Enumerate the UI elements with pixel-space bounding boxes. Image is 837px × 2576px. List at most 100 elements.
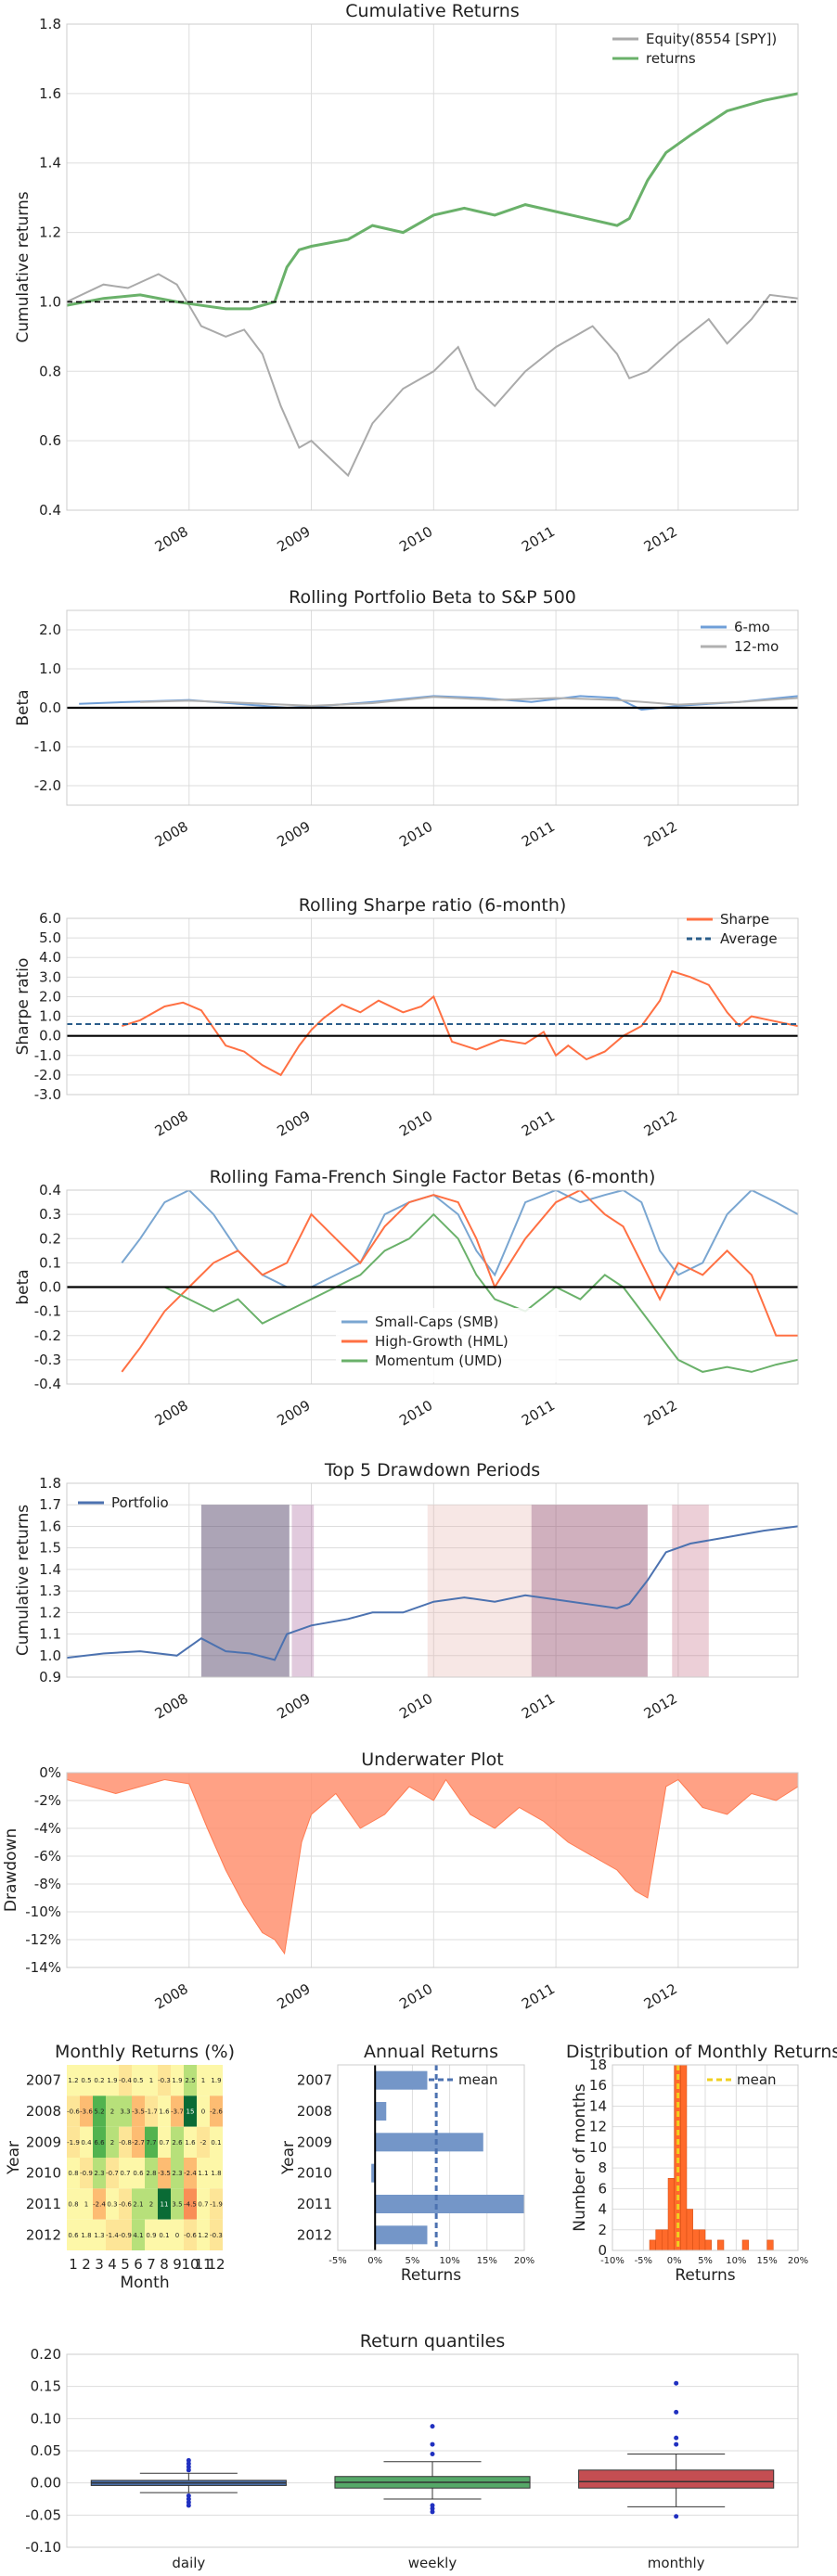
bar — [375, 2102, 387, 2121]
y-tick-label: -8% — [34, 1876, 61, 1892]
heatmap-cell-label: 0.6 — [68, 2232, 79, 2239]
heatmap-cell-label: -3.5 — [132, 2108, 145, 2116]
heatmap-cell — [145, 2219, 158, 2250]
x-tick-label: 0% — [667, 2256, 682, 2266]
x-tick-label: 2009 — [274, 1690, 313, 1723]
chart-dd: 0.9 1.0 1.1 1.2 1.3 1.4 1.5 1.6 1.7 1.8 2008 2009 20… — [14, 1460, 799, 1723]
y-tick-label: 8 — [598, 2159, 607, 2176]
plot-frame — [66, 1482, 799, 1678]
heatmap-cell-label: 1.2 — [68, 2077, 78, 2084]
histogram-bar — [649, 2239, 656, 2251]
heatmap-cell — [184, 2188, 197, 2220]
heatmap-cell — [197, 2126, 210, 2158]
x-tick-label: 9 — [173, 2256, 182, 2273]
chart-title: Rolling Sharpe ratio (6-month) — [299, 895, 567, 916]
legend-entry: Equity(8554 [SPY]) — [646, 31, 777, 47]
drawdown-period — [291, 1505, 315, 1677]
x-tick-label: 2011 — [519, 1690, 558, 1723]
x-tick-label: -5% — [635, 2256, 652, 2266]
drawdown-period — [672, 1505, 709, 1677]
x-tick-label: 2009 — [274, 1980, 313, 2013]
heatmap-cell — [106, 2188, 119, 2220]
legend: Equity(8554 [SPY]) returns — [612, 31, 777, 67]
chart-annual: -5% 0% 5% 10% 15% 20% 2007 2008 2009 2010 2011 2012… — [279, 2042, 534, 2285]
bar — [375, 2195, 524, 2213]
y-tick-label: 1.2 — [39, 224, 61, 241]
heatmap-cell-label: -1.7 — [145, 2108, 158, 2116]
y-axis-label: Number of months — [571, 2083, 589, 2232]
heatmap-cell — [145, 2095, 158, 2127]
heatmap-cell — [210, 2126, 223, 2158]
chart-beta: -2.0 -1.0 0.0 1.0 2.0 2008 2009 2010 2011 2012 Rol… — [14, 587, 799, 851]
drawdown-period — [427, 1505, 532, 1677]
legend: Sharpe Average — [687, 911, 778, 947]
drawdown-area — [66, 1772, 799, 1955]
histogram-bar — [667, 2177, 675, 2251]
heatmap-cell-label: 0.8 — [68, 2170, 78, 2177]
heatmap-cell-label: -0.9 — [80, 2170, 93, 2177]
x-tick-label: 2012 — [641, 1108, 680, 1140]
y-tick-label: 1.6 — [39, 85, 61, 102]
y-tick-label: 3.0 — [39, 968, 61, 985]
y-tick-label: -0.1 — [34, 1303, 61, 1320]
x-axis-label: Month — [120, 2274, 169, 2292]
y-tick-label: 14 — [589, 2097, 607, 2114]
chart-title: Return quantiles — [360, 2331, 505, 2352]
heatmap-cell — [106, 2126, 119, 2158]
heatmap-cell-label: -2.6 — [210, 2108, 223, 2116]
series-line-1 — [67, 92, 798, 311]
heatmap-cell-label: 0.7 — [198, 2201, 208, 2209]
y-tick-label: 0.10 — [31, 2410, 61, 2427]
heatmap-cell — [184, 2158, 197, 2189]
x-tick-label: 5% — [405, 2256, 419, 2266]
heatmap-cell-label: 2.5 — [185, 2077, 195, 2084]
heatmap-cell — [132, 2158, 145, 2189]
heatmap-cell — [158, 2188, 171, 2220]
y-tick-label: 4 — [598, 2201, 607, 2218]
x-axis-label: Returns — [675, 2266, 735, 2285]
outlier-point — [430, 2509, 435, 2515]
heatmap-cell-label: -3.5 — [158, 2170, 171, 2177]
y-tick-label: 0.8 — [39, 363, 61, 379]
x-tick-label: 2008 — [152, 1980, 191, 2013]
heatmap-cell — [210, 2158, 223, 2189]
heatmap-cell-label: 3.5 — [172, 2201, 182, 2209]
y-axis-label: Cumulative returns — [14, 1505, 32, 1656]
legend-entry: Portfolio — [111, 1494, 169, 1511]
heatmap-cell — [197, 2188, 210, 2220]
x-tick-label: 2008 — [152, 523, 191, 556]
heatmap-cell — [67, 2126, 80, 2158]
heatmap-cell-label: -2.4 — [93, 2201, 106, 2209]
histogram-bar — [699, 2229, 706, 2251]
series-line-1 — [140, 696, 798, 707]
y-tick-label: 4.0 — [39, 949, 61, 966]
y-tick-label: 2.0 — [39, 988, 61, 1005]
legend-entry: High-Growth (HML) — [375, 1333, 509, 1350]
heatmap-cell-label: -0.8 — [119, 2139, 132, 2147]
x-tick-label: 10% — [439, 2256, 459, 2266]
heatmap-cell-label: 1.8 — [81, 2232, 91, 2239]
heatmap-cell-label: 1 — [149, 2077, 153, 2084]
y-tick-label: 1.0 — [39, 293, 61, 310]
y-tick-label: -0.4 — [34, 1376, 61, 1392]
heatmap-cell-label: 0.1 — [159, 2232, 169, 2239]
y-tick-label: -14% — [25, 1959, 61, 1976]
series-line-0 — [121, 969, 798, 1077]
legend: Portfolio — [78, 1494, 169, 1511]
y-tick-label: 1.6 — [39, 1518, 61, 1534]
heatmap-cell — [132, 2065, 145, 2096]
y-tick-label: -0.2 — [34, 1327, 61, 1344]
heatmap-cell-label: 0.6 — [133, 2170, 144, 2177]
chart-dist: 0 2 4 6 8 10 12 14 16 18 -10% -5% 0% 5% 10% 15% 20% mean D… — [566, 2042, 837, 2285]
outlier-point — [186, 2457, 191, 2463]
chart-title: Underwater Plot — [361, 1749, 504, 1770]
y-tick-label: 18 — [589, 2057, 607, 2073]
y-axis-label: Cumulative returns — [14, 191, 32, 342]
series-line-0 — [121, 1190, 798, 1288]
y-tick-label: 0.05 — [31, 2442, 61, 2459]
plot-frame — [66, 609, 799, 806]
y-tick-label: 2010 — [26, 2165, 61, 2182]
y-tick-label: -4% — [34, 1820, 61, 1837]
heatmap-cell — [210, 2095, 223, 2127]
y-tick-label: -6% — [34, 1848, 61, 1865]
